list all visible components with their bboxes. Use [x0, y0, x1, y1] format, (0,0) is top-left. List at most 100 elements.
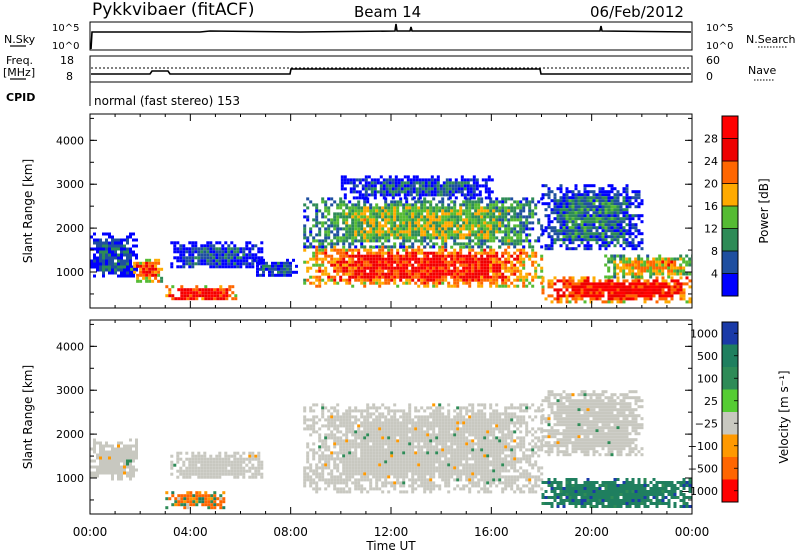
heat-cell: [248, 256, 252, 260]
heat-cell: [318, 233, 322, 237]
heat-cell: [525, 272, 529, 276]
heat-cell: [442, 184, 446, 188]
colorbar-swatch: [722, 251, 738, 274]
heat-cell: [583, 238, 587, 242]
heat-cell: [583, 193, 587, 197]
heat-cell: [179, 265, 183, 269]
heat-cell: [348, 406, 352, 410]
heat-cell: [321, 248, 325, 252]
heat-cell: [390, 409, 394, 413]
heat-cell: [622, 257, 626, 261]
heat-cell: [477, 242, 481, 246]
heat-cell: [239, 472, 243, 476]
heat-cell: [661, 285, 665, 289]
heat-cell: [105, 444, 108, 448]
heat-cell: [248, 469, 252, 473]
heat-cell: [318, 439, 322, 443]
heat-cell: [204, 497, 208, 501]
heat-cell: [402, 260, 406, 264]
heat-cell: [130, 267, 134, 271]
heat-cell: [378, 451, 382, 455]
heat-cell: [466, 190, 470, 194]
heat-cell: [203, 469, 207, 473]
heat-cell: [177, 288, 181, 292]
heat-cell: [402, 439, 406, 443]
heat-cell: [366, 200, 370, 204]
heat-cell: [309, 463, 313, 467]
heat-cell: [652, 266, 656, 270]
heat-cell: [342, 481, 346, 485]
heat-cell: [207, 288, 211, 292]
heat-cell: [333, 224, 337, 228]
heat-cell: [399, 269, 403, 273]
heat-cell: [451, 190, 455, 194]
heat-cell: [257, 256, 261, 260]
heat-cell: [212, 247, 216, 251]
heat-cell: [132, 250, 135, 254]
heat-cell: [357, 466, 361, 470]
heat-cell: [280, 264, 283, 268]
heat-cell: [411, 269, 415, 273]
heat-cell: [390, 275, 394, 279]
heat-cell: [390, 215, 394, 219]
heat-cell: [454, 181, 458, 185]
heat-cell: [643, 263, 647, 267]
heat-cell: [468, 251, 472, 255]
heat-cell: [120, 471, 123, 475]
heat-cell: [99, 459, 102, 463]
heat-cell: [375, 215, 379, 219]
heat-cell: [378, 454, 382, 458]
heat-cell: [498, 209, 502, 213]
heat-cell: [309, 418, 313, 422]
heat-cell: [111, 444, 114, 448]
heat-cell: [429, 272, 433, 276]
heat-cell: [135, 450, 138, 454]
heat-cell: [634, 223, 638, 227]
heat-cell: [207, 500, 211, 504]
heat-cell: [372, 254, 376, 258]
heat-cell: [360, 230, 364, 234]
heat-cell: [336, 424, 340, 428]
heat-cell: [435, 257, 439, 261]
heat-cell: [471, 203, 475, 207]
heat-cell: [586, 291, 590, 295]
heat-cell: [513, 212, 517, 216]
heat-cell: [230, 241, 234, 245]
heat-cell: [224, 241, 228, 245]
heat-cell: [360, 436, 364, 440]
heat-cell: [203, 250, 207, 254]
heat-cell: [667, 300, 671, 304]
heat-cell: [102, 259, 105, 263]
heat-cell: [218, 466, 222, 470]
heat-cell: [655, 276, 659, 280]
heat-cell: [646, 254, 650, 258]
heat-cell: [586, 238, 590, 242]
heat-cell: [436, 175, 440, 179]
heat-cell: [528, 209, 532, 213]
heat-cell: [185, 466, 189, 470]
heat-cell: [426, 200, 430, 204]
heat-cell: [408, 215, 412, 219]
heat-cell: [501, 200, 505, 204]
heat-cell: [504, 248, 508, 252]
heat-cell: [351, 203, 355, 207]
heat-cell: [396, 445, 400, 449]
heat-cell: [358, 178, 362, 182]
heat-cell: [93, 256, 96, 260]
heat-cell: [391, 187, 395, 191]
heat-cell: [501, 230, 505, 234]
heat-cell: [598, 279, 602, 283]
heat-cell: [483, 242, 487, 246]
heat-cell: [522, 221, 526, 225]
heat-cell: [224, 460, 228, 464]
heat-cell: [209, 259, 213, 263]
heat-cell: [90, 262, 93, 266]
heat-cell: [610, 190, 614, 194]
heat-cell: [679, 263, 683, 267]
heat-cell: [384, 209, 388, 213]
heat-cell: [510, 239, 514, 243]
heat-cell: [405, 209, 409, 213]
heat-cell: [351, 272, 355, 276]
heat-cell: [260, 475, 264, 479]
